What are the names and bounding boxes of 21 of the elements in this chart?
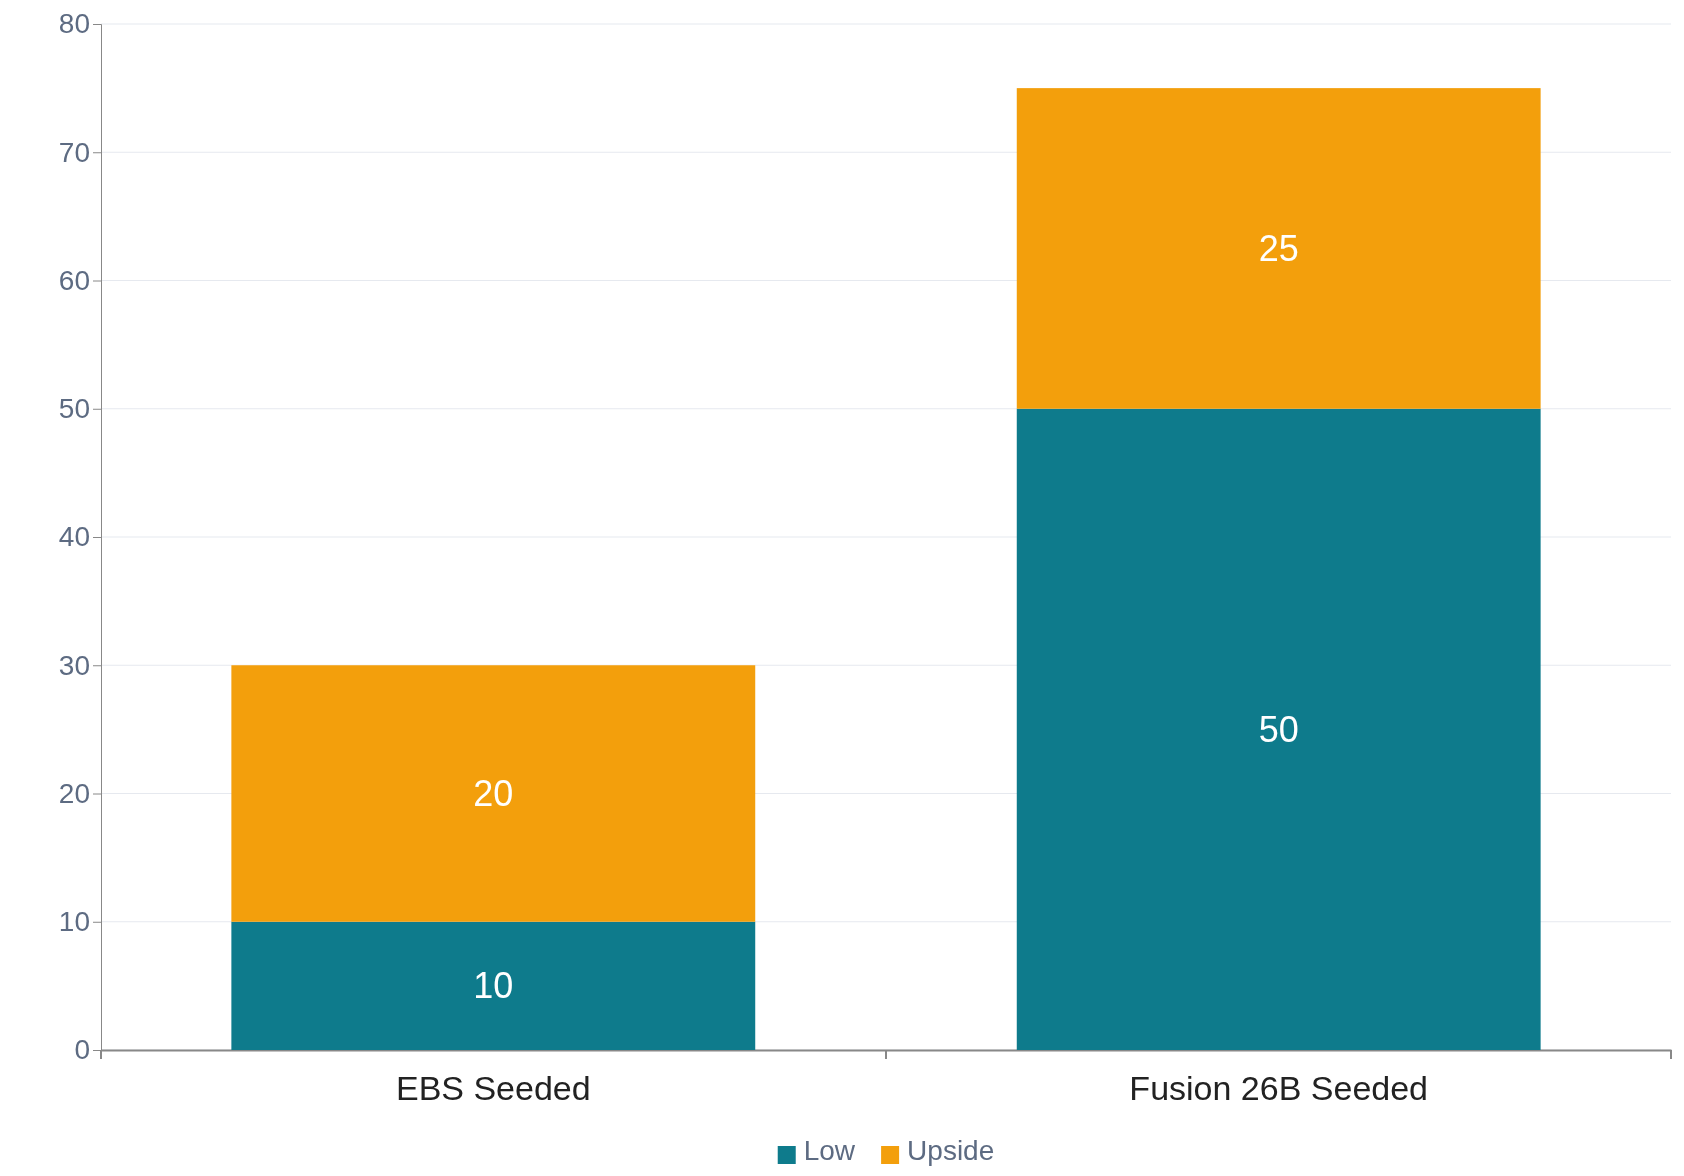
- bar: [231, 921, 756, 1050]
- bar: [1016, 88, 1541, 409]
- bar: [231, 665, 756, 922]
- y-tick-label: 70: [58, 136, 90, 168]
- bar: [1016, 408, 1541, 1050]
- data-label: 50: [1258, 708, 1299, 750]
- legend-label: Low: [803, 1135, 856, 1166]
- y-tick-label: 20: [58, 777, 90, 809]
- y-tick-label: 40: [58, 521, 90, 553]
- y-tick-label: 0: [74, 1034, 90, 1066]
- data-label: 20: [473, 773, 514, 815]
- x-tick-label: Fusion 26B Seeded: [1129, 1069, 1429, 1108]
- y-tick-label: 60: [58, 264, 90, 296]
- y-tick-label: 80: [58, 8, 90, 40]
- y-tick-label: 10: [58, 906, 90, 938]
- y-tick-label: 50: [58, 393, 90, 425]
- y-tick-label: 30: [58, 649, 90, 681]
- data-label: 25: [1258, 228, 1299, 270]
- x-tick-label: EBS Seeded: [395, 1069, 591, 1108]
- legend-label: Upside: [907, 1135, 995, 1166]
- data-label: 10: [473, 965, 514, 1007]
